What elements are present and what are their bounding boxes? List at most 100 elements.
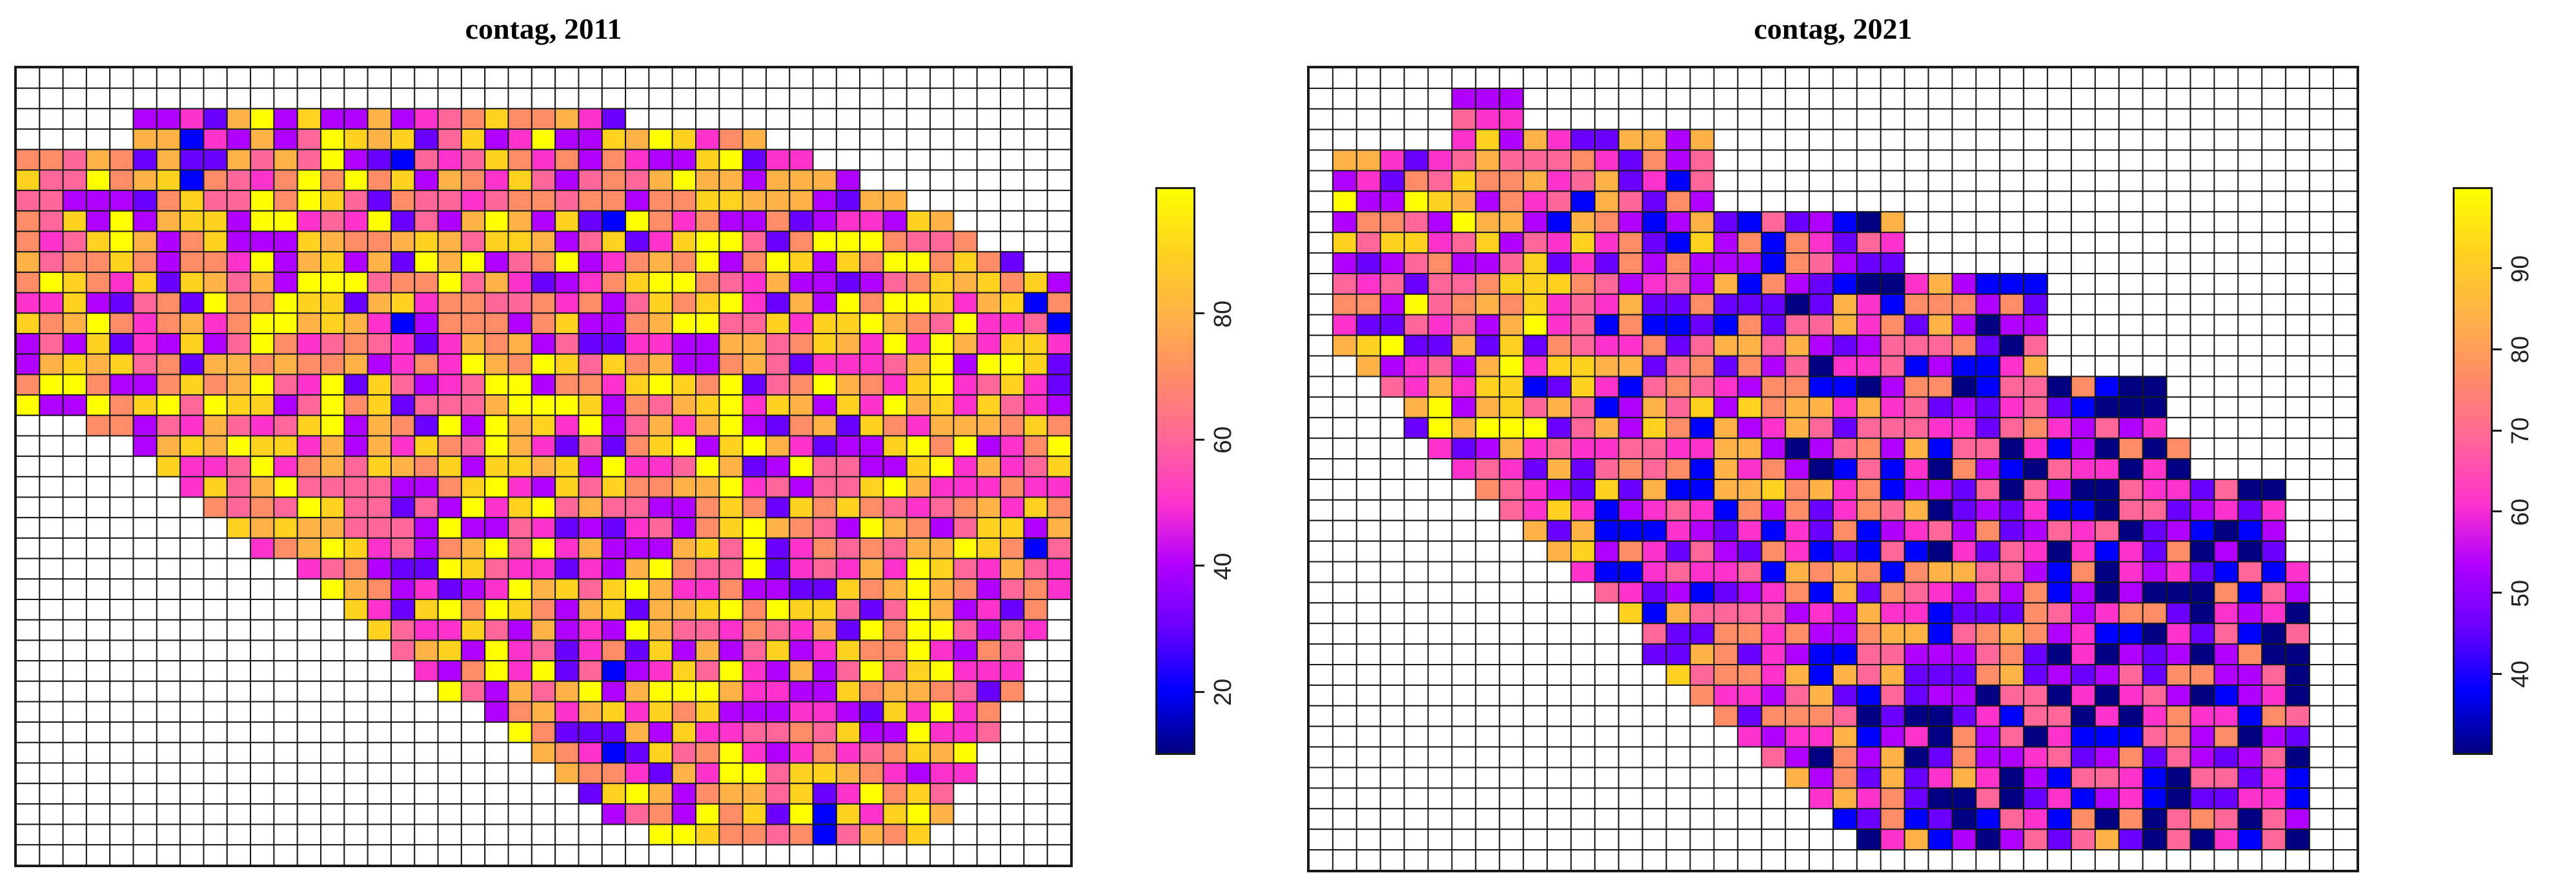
grid-cell	[1309, 828, 1334, 851]
grid-cell	[601, 619, 627, 641]
grid-cell	[484, 762, 509, 785]
grid-cell	[1951, 828, 1977, 851]
grid-cell	[1309, 540, 1334, 563]
grid-cell	[507, 496, 532, 519]
grid-cell	[1499, 828, 1525, 851]
grid-cell	[1975, 293, 2001, 316]
grid-cell	[1832, 808, 1858, 830]
grid-cell	[1547, 767, 1572, 789]
grid-cell	[1809, 232, 1834, 254]
grid-cell	[765, 557, 791, 580]
grid-cell	[2333, 478, 2357, 501]
grid-cell	[484, 660, 509, 682]
grid-cell	[460, 108, 486, 130]
grid-cell	[1594, 87, 1619, 110]
grid-cell	[437, 721, 462, 743]
grid-cell	[1713, 68, 1739, 89]
grid-cell	[1951, 478, 1977, 501]
grid-cell	[1809, 190, 1834, 213]
grid-cell	[601, 537, 627, 559]
grid-cell	[1547, 376, 1572, 398]
grid-cell	[2165, 478, 2191, 501]
grid-cell	[1618, 334, 1643, 357]
grid-cell	[578, 148, 603, 171]
grid-cell	[2023, 828, 2049, 851]
grid-cell	[2213, 272, 2239, 295]
grid-cell	[906, 353, 931, 376]
grid-cell	[2261, 664, 2287, 686]
grid-cell	[953, 435, 978, 457]
grid-cell	[273, 333, 298, 355]
grid-cell	[1023, 823, 1048, 846]
grid-cell	[789, 190, 814, 212]
grid-cell	[226, 312, 252, 334]
grid-cell	[625, 496, 650, 519]
grid-cell	[226, 456, 252, 477]
grid-cell	[2142, 561, 2167, 583]
grid-cell	[1832, 396, 1858, 419]
grid-cell	[320, 435, 345, 457]
grid-cell	[414, 762, 439, 785]
grid-cell	[1046, 374, 1071, 396]
grid-cell	[578, 803, 603, 825]
grid-cell	[460, 271, 486, 294]
grid-cell	[132, 333, 157, 355]
grid-cell	[1355, 170, 1381, 192]
grid-cell	[132, 844, 157, 865]
grid-cell	[1665, 376, 1691, 398]
grid-cell	[929, 353, 955, 376]
grid-cell	[39, 639, 64, 662]
grid-cell	[882, 578, 908, 600]
grid-cell	[554, 578, 580, 600]
grid-cell	[2165, 232, 2191, 254]
grid-cell	[1785, 828, 1810, 851]
grid-cell	[2213, 808, 2239, 830]
grid-cell	[742, 251, 767, 273]
grid-cell	[1880, 705, 1905, 727]
grid-cell	[625, 128, 650, 150]
grid-cell	[2333, 87, 2357, 110]
grid-cell	[2213, 314, 2239, 336]
grid-cell	[789, 701, 814, 723]
grid-cell	[812, 741, 837, 764]
grid-cell	[1761, 808, 1787, 830]
grid-cell	[1856, 540, 1881, 563]
grid-cell	[85, 230, 111, 253]
grid-cell	[953, 374, 978, 396]
grid-cell	[976, 823, 1002, 846]
grid-cell	[2165, 211, 2191, 234]
grid-cell	[2142, 767, 2167, 789]
grid-cell	[156, 456, 181, 477]
grid-cell	[343, 87, 369, 110]
grid-cell	[812, 844, 837, 865]
grid-cell	[250, 599, 275, 621]
grid-cell	[859, 128, 884, 150]
grid-cell	[1379, 396, 1405, 419]
grid-cell	[1000, 803, 1025, 825]
grid-cell	[1023, 803, 1048, 825]
grid-cell	[953, 537, 978, 559]
grid-cell	[531, 394, 556, 416]
grid-cell	[414, 619, 439, 641]
grid-cell	[414, 803, 439, 825]
grid-cell	[62, 190, 87, 212]
grid-cell	[320, 394, 345, 416]
grid-cell	[1309, 334, 1334, 357]
grid-cell	[1880, 808, 1905, 830]
grid-cell	[1975, 232, 2001, 254]
grid-cell	[2309, 211, 2335, 234]
grid-cell	[2165, 355, 2191, 377]
grid-cell	[1309, 684, 1334, 707]
grid-cell	[2285, 684, 2311, 707]
grid-cell	[1665, 561, 1691, 583]
grid-cell	[1975, 314, 2001, 336]
grid-cell	[2189, 437, 2215, 460]
grid-cell	[1927, 561, 1953, 583]
grid-cell	[2285, 643, 2311, 666]
grid-cell	[203, 108, 228, 130]
grid-cell	[132, 660, 157, 682]
grid-cell	[1332, 643, 1357, 666]
grid-cell	[812, 292, 837, 314]
grid-cell	[343, 701, 369, 723]
grid-cell	[695, 108, 720, 130]
